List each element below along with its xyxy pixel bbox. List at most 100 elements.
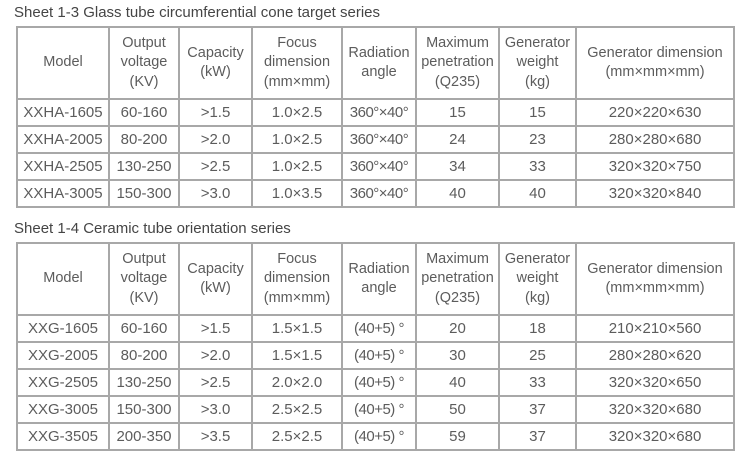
cell-focus-dimension: 1.0×3.5 — [251, 179, 343, 208]
col-header-generator-dimension: Generator dimension (mm×mm×mm) — [575, 242, 735, 316]
cell-output-voltage: 150-300 — [108, 395, 180, 424]
col-header-radiation-angle: Radiation angle — [341, 26, 417, 100]
cell-max-penetration: 50 — [415, 395, 500, 424]
cell-generator-weight: 15 — [498, 98, 577, 127]
cell-radiation-angle: (40+5) ° — [341, 341, 417, 370]
cell-model: XXG-1605 — [16, 314, 110, 343]
cell-model: XXG-3505 — [16, 422, 110, 451]
cell-model: XXHA-1605 — [16, 98, 110, 127]
cell-focus-dimension: 1.5×1.5 — [251, 341, 343, 370]
cell-generator-weight: 33 — [498, 152, 577, 181]
col-header-capacity: Capacity (kW) — [178, 242, 253, 316]
cell-max-penetration: 24 — [415, 125, 500, 154]
cell-capacity: >3.0 — [178, 395, 253, 424]
cell-radiation-angle: (40+5) ° — [341, 314, 417, 343]
cell-generator-dimension: 210×210×560 — [575, 314, 735, 343]
col-header-capacity: Capacity (kW) — [178, 26, 253, 100]
col-header-generator-weight: Generator weight (kg) — [498, 242, 577, 316]
cell-model: XXG-2505 — [16, 368, 110, 397]
cell-max-penetration: 30 — [415, 341, 500, 370]
cell-generator-weight: 25 — [498, 341, 577, 370]
cell-radiation-angle: 360°×40° — [341, 179, 417, 208]
table-row: XXG-2505 130-250 >2.5 2.0×2.0 (40+5) ° 4… — [16, 368, 735, 397]
cell-radiation-angle: 360°×40° — [341, 152, 417, 181]
cell-output-voltage: 80-200 — [108, 341, 180, 370]
cell-generator-weight: 18 — [498, 314, 577, 343]
cell-radiation-angle: (40+5) ° — [341, 368, 417, 397]
cell-output-voltage: 60-160 — [108, 98, 180, 127]
cell-generator-weight: 40 — [498, 179, 577, 208]
cell-model: XXG-2005 — [16, 341, 110, 370]
table-row: XXG-1605 60-160 >1.5 1.5×1.5 (40+5) ° 20… — [16, 314, 735, 343]
cell-output-voltage: 150-300 — [108, 179, 180, 208]
cell-max-penetration: 34 — [415, 152, 500, 181]
table-row: XXHA-2005 80-200 >2.0 1.0×2.5 360°×40° 2… — [16, 125, 735, 154]
col-header-focus-dimension: Focus dimension (mm×mm) — [251, 242, 343, 316]
table-row: XXG-3005 150-300 >3.0 2.5×2.5 (40+5) ° 5… — [16, 395, 735, 424]
sheet-1-4-table: Model Output voltage (KV) Capacity (kW) … — [16, 242, 735, 451]
cell-max-penetration: 40 — [415, 179, 500, 208]
cell-generator-dimension: 320×320×840 — [575, 179, 735, 208]
cell-capacity: >2.0 — [178, 125, 253, 154]
cell-generator-dimension: 280×280×620 — [575, 341, 735, 370]
cell-output-voltage: 130-250 — [108, 152, 180, 181]
cell-max-penetration: 40 — [415, 368, 500, 397]
cell-capacity: >2.5 — [178, 368, 253, 397]
cell-generator-weight: 37 — [498, 422, 577, 451]
cell-model: XXHA-2505 — [16, 152, 110, 181]
table-row: XXG-3505 200-350 >3.5 2.5×2.5 (40+5) ° 5… — [16, 422, 735, 451]
cell-output-voltage: 200-350 — [108, 422, 180, 451]
cell-output-voltage: 80-200 — [108, 125, 180, 154]
cell-capacity: >2.0 — [178, 341, 253, 370]
cell-generator-dimension: 280×280×680 — [575, 125, 735, 154]
cell-radiation-angle: (40+5) ° — [341, 395, 417, 424]
cell-generator-dimension: 320×320×680 — [575, 422, 735, 451]
cell-radiation-angle: 360°×40° — [341, 125, 417, 154]
cell-model: XXHA-2005 — [16, 125, 110, 154]
col-header-max-penetration: Maximum penetration (Q235) — [415, 242, 500, 316]
table-header-row: Model Output voltage (KV) Capacity (kW) … — [16, 242, 735, 316]
col-header-output-voltage: Output voltage (KV) — [108, 242, 180, 316]
table-row: XXHA-2505 130-250 >2.5 1.0×2.5 360°×40° … — [16, 152, 735, 181]
cell-capacity: >3.5 — [178, 422, 253, 451]
cell-generator-weight: 23 — [498, 125, 577, 154]
cell-max-penetration: 59 — [415, 422, 500, 451]
cell-focus-dimension: 1.5×1.5 — [251, 314, 343, 343]
cell-generator-dimension: 320×320×650 — [575, 368, 735, 397]
cell-generator-dimension: 320×320×680 — [575, 395, 735, 424]
table-row: XXHA-3005 150-300 >3.0 1.0×3.5 360°×40° … — [16, 179, 735, 208]
col-header-radiation-angle: Radiation angle — [341, 242, 417, 316]
cell-focus-dimension: 2.5×2.5 — [251, 422, 343, 451]
col-header-model: Model — [16, 242, 110, 316]
cell-output-voltage: 130-250 — [108, 368, 180, 397]
table-row: XXG-2005 80-200 >2.0 1.5×1.5 (40+5) ° 30… — [16, 341, 735, 370]
cell-focus-dimension: 1.0×2.5 — [251, 98, 343, 127]
cell-focus-dimension: 2.5×2.5 — [251, 395, 343, 424]
table-header-row: Model Output voltage (KV) Capacity (kW) … — [16, 26, 735, 100]
sheet-1-4-title: Sheet 1-4 Ceramic tube orientation serie… — [14, 220, 291, 237]
cell-max-penetration: 15 — [415, 98, 500, 127]
cell-capacity: >2.5 — [178, 152, 253, 181]
sheet-1-3-title: Sheet 1-3 Glass tube circumferential con… — [14, 4, 381, 21]
cell-radiation-angle: 360°×40° — [341, 98, 417, 127]
sheet-1-3-table: Model Output voltage (KV) Capacity (kW) … — [16, 26, 735, 208]
cell-output-voltage: 60-160 — [108, 314, 180, 343]
cell-capacity: >1.5 — [178, 98, 253, 127]
cell-generator-dimension: 220×220×630 — [575, 98, 735, 127]
cell-model: XXG-3005 — [16, 395, 110, 424]
cell-generator-weight: 37 — [498, 395, 577, 424]
col-header-focus-dimension: Focus dimension (mm×mm) — [251, 26, 343, 100]
cell-model: XXHA-3005 — [16, 179, 110, 208]
table-row: XXHA-1605 60-160 >1.5 1.0×2.5 360°×40° 1… — [16, 98, 735, 127]
cell-generator-weight: 33 — [498, 368, 577, 397]
cell-focus-dimension: 1.0×2.5 — [251, 125, 343, 154]
col-header-max-penetration: Maximum penetration (Q235) — [415, 26, 500, 100]
cell-capacity: >1.5 — [178, 314, 253, 343]
cell-capacity: >3.0 — [178, 179, 253, 208]
cell-radiation-angle: (40+5) ° — [341, 422, 417, 451]
col-header-output-voltage: Output voltage (KV) — [108, 26, 180, 100]
cell-generator-dimension: 320×320×750 — [575, 152, 735, 181]
col-header-model: Model — [16, 26, 110, 100]
cell-focus-dimension: 2.0×2.0 — [251, 368, 343, 397]
